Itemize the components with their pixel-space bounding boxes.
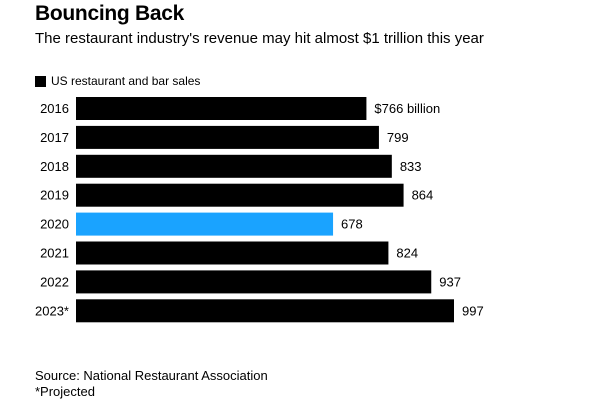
bar-2020 [76,212,334,236]
value-label: 833 [400,159,422,174]
value-label: 864 [412,188,434,203]
bar-2023 [76,299,454,323]
value-label: $766 billion [374,101,440,116]
chart-subtitle: The restaurant industry's revenue may hi… [35,30,484,47]
category-label: 2019 [40,188,69,203]
chart-title: Bouncing Back [35,2,184,25]
source-note: Source: National Restaurant Association [35,368,268,383]
category-label: 2022 [40,274,69,289]
bar-2019 [76,183,404,207]
value-label: 997 [462,303,484,318]
category-label: 2018 [40,159,69,174]
category-label: 2023* [35,303,69,318]
value-label: 937 [439,274,461,289]
value-label: 824 [396,246,418,261]
legend-swatch [35,75,46,87]
chart-legend: US restaurant and bar sales [35,74,200,88]
projection-note: *Projected [35,384,95,399]
category-label: 2016 [40,101,69,116]
category-label: 2021 [40,246,69,261]
category-label: 2017 [40,130,69,145]
category-label: 2020 [40,217,69,232]
bar-2016 [76,97,367,120]
legend-label: US restaurant and bar sales [51,74,201,88]
bar-2022 [76,270,432,294]
value-label: 799 [387,130,409,145]
bar-2021 [76,241,389,265]
value-label: 678 [341,217,363,232]
bar-2017 [76,125,379,149]
bar-2018 [76,154,392,178]
